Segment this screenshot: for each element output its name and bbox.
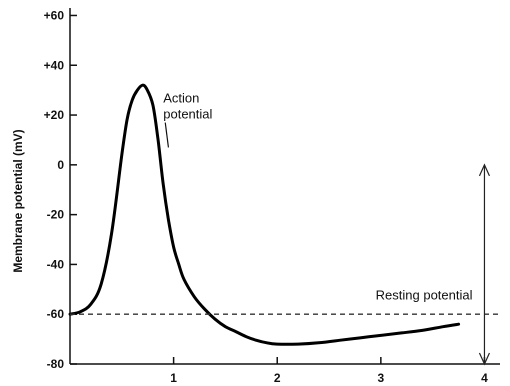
arrowhead-down-icon [478, 352, 491, 366]
action-potential-curve [68, 83, 461, 346]
y-tick-label: +60 [44, 8, 65, 22]
x-tick-label: 4 [481, 371, 488, 385]
action-potential-pointer [164, 122, 170, 148]
x-tick-label: 2 [274, 371, 281, 385]
y-tick-label: -60 [47, 307, 65, 321]
y-tick-label: 0 [57, 158, 64, 172]
x-axis: 1 2 3 4 [70, 357, 500, 385]
y-axis: +60 +40 +20 0 -20 -40 -60 -80 [44, 8, 77, 371]
arrowhead-up-icon [478, 163, 491, 177]
y-tick-label: +40 [44, 58, 65, 72]
series-layer [68, 83, 500, 346]
action-potential-label-line: Action [163, 91, 199, 106]
action-potential-label-line: potential [163, 107, 212, 122]
y-tick-label: -20 [47, 208, 65, 222]
y-tick-label: +20 [44, 108, 65, 122]
annotation-layer: Action potential Resting potential [163, 91, 491, 366]
action-potential-label: Action potential [163, 91, 212, 122]
x-tick-label: 3 [377, 371, 384, 385]
y-tick-label: -40 [47, 257, 65, 271]
resting-potential-label: Resting potential [376, 287, 473, 302]
y-axis-title: Membrane potential (mV) [11, 129, 25, 272]
x-tick-label: 1 [170, 371, 177, 385]
y-tick-label: -80 [47, 357, 65, 371]
